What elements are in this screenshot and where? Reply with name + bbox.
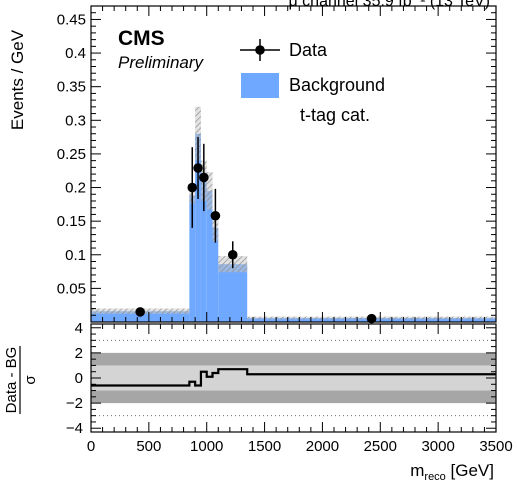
x-tick-labels: 0 500 1000 1500 2000 2500 3000 3500 [87, 438, 513, 455]
background-bar-4 [206, 190, 213, 322]
data-points [135, 137, 377, 324]
ratio-y-tick-label-0: 4 [75, 320, 83, 337]
x-axis-label-sub: reco [424, 471, 445, 483]
uncertainty-band-2 [195, 106, 201, 161]
x-tick-label-3: 1500 [248, 438, 281, 455]
x-tick-label-2: 1000 [190, 438, 223, 455]
background-uncertainty [91, 106, 496, 320]
data-point-1 [187, 147, 198, 228]
background-bar-6 [218, 264, 248, 322]
main-y-tick-label-8: 0.45 [57, 11, 86, 28]
legend: Data Background t-tag cat. [240, 39, 385, 125]
x-axis-label-unit: [GeV] [446, 461, 494, 480]
ratio-y-tick-label-1: 2 [75, 345, 83, 362]
main-y-tick-label-7: 0.4 [65, 45, 86, 62]
x-tick-label-1: 500 [136, 438, 161, 455]
main-y-tick-label-2: 0.15 [57, 213, 86, 230]
main-panel: 0.05 0.1 0.15 0.2 0.25 0.3 0.35 0.4 0.45 [57, 5, 497, 324]
cms-logo: CMS [118, 27, 165, 50]
main-y-tick-label-6: 0.35 [57, 79, 86, 96]
main-plot-frame [90, 5, 497, 323]
x-tick-label-0: 0 [87, 438, 95, 455]
x-tick-label-5: 2500 [364, 438, 397, 455]
main-y-tick-label-3: 0.2 [65, 180, 86, 197]
x-tick-label-6: 3000 [421, 438, 454, 455]
ratio-label-denominator: σ [22, 375, 39, 385]
legend-background-swatch [241, 73, 279, 98]
main-y-tick-label-0: 0.05 [57, 280, 86, 297]
x-axis-label-main: m [410, 461, 424, 480]
data-point-2 [193, 137, 203, 199]
category-label: t-tag cat. [300, 105, 370, 125]
legend-background-label: Background [289, 75, 385, 95]
main-y-tick-label-1: 0.1 [65, 247, 86, 264]
legend-data-label: Data [289, 40, 328, 60]
uncertainty-band-4 [206, 172, 213, 210]
ratio-step-line [91, 368, 496, 387]
background-bar-3 [200, 180, 207, 322]
ratio-y-tick-label-4: −4 [66, 420, 83, 437]
background-bar-1 [189, 195, 196, 322]
data-point-4 [210, 188, 221, 243]
main-axis-ticks [90, 6, 497, 322]
legend-data-marker [240, 39, 280, 61]
x-tick-label-4: 2000 [306, 438, 339, 455]
background-bar-5 [212, 227, 219, 322]
main-y-axis-label: Events / GeV [8, 29, 27, 130]
main-y-tick-label-5: 0.3 [65, 112, 86, 129]
main-y-tick-labels: 0.05 0.1 0.15 0.2 0.25 0.3 0.35 0.4 0.45 [57, 11, 86, 297]
ratio-1sigma-band [91, 365, 496, 391]
main-y-tick-label-4: 0.25 [57, 146, 86, 163]
lumi-header: μ channel 35.9 fb⁻¹ (13 TeV) [289, 0, 490, 10]
background-bar-2 [195, 133, 201, 322]
ratio-panel: 4 2 0 −2 −4 0 500 1000 1500 2000 2500 3000 3500 [66, 320, 513, 455]
ratio-y-axis-label: Data - BG σ [3, 346, 39, 414]
preliminary-label: Preliminary [118, 53, 205, 72]
ratio-label-numerator: Data - BG [3, 347, 20, 414]
data-point-0 [135, 307, 145, 317]
x-axis-label: mreco [GeV] [410, 461, 494, 483]
ratio-y-tick-labels: 4 2 0 −2 −4 [66, 320, 83, 437]
x-tick-label-7: 3500 [479, 438, 512, 455]
data-point-5 [227, 241, 238, 269]
background-histogram [91, 133, 496, 322]
ratio-y-tick-label-2: 0 [75, 370, 83, 387]
ratio-y-tick-label-3: −2 [66, 395, 83, 412]
ratio-axis-ticks [90, 324, 497, 432]
data-point-3 [199, 143, 209, 212]
